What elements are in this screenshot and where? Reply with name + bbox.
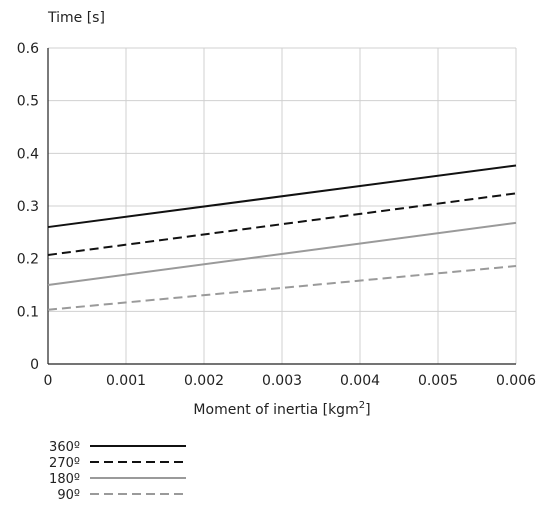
legend-label: 270º: [49, 456, 80, 471]
y-tick-label: 0.5: [17, 94, 39, 110]
y-tick-label: 0.6: [17, 41, 39, 57]
x-axis-title: Moment of inertia [kgm2]: [193, 400, 370, 418]
x-tick-label: 0.005: [418, 373, 458, 389]
x-tick-label: 0.002: [184, 373, 224, 389]
legend-label: 180º: [49, 472, 80, 487]
x-axis-title-superscript: 2: [359, 400, 365, 411]
series-line: [47, 265, 517, 311]
x-tick-label: 0.006: [496, 373, 536, 389]
series-line: [47, 164, 517, 229]
x-tick-label: 0.004: [340, 373, 380, 389]
y-axis-title: Time [s]: [47, 10, 105, 26]
series-lines: [47, 164, 517, 311]
axes: [47, 48, 516, 365]
x-tick-label: 0.003: [262, 373, 302, 389]
legend-label: 360º: [49, 440, 80, 455]
series-line: [47, 221, 517, 286]
x-tick-label: 0: [44, 373, 53, 389]
tick-labels: 0 0.001 0.002 0.003 0.004 0.005 0.006 0 0.1 0.2 0.…: [17, 41, 536, 389]
series-line: [47, 192, 517, 256]
y-tick-label: 0: [30, 357, 39, 373]
x-axis-title-main: Moment of inertia [kgm: [193, 402, 358, 418]
grid-lines: [48, 47, 517, 364]
y-tick-label: 0.3: [17, 199, 39, 215]
y-tick-label: 0.4: [17, 146, 39, 162]
y-tick-label: 0.2: [17, 252, 39, 268]
y-tick-label: 0.1: [17, 304, 39, 320]
x-tick-label: 0.001: [106, 373, 146, 389]
x-axis-title-end: ]: [365, 402, 370, 418]
legend-label: 90º: [57, 488, 80, 503]
